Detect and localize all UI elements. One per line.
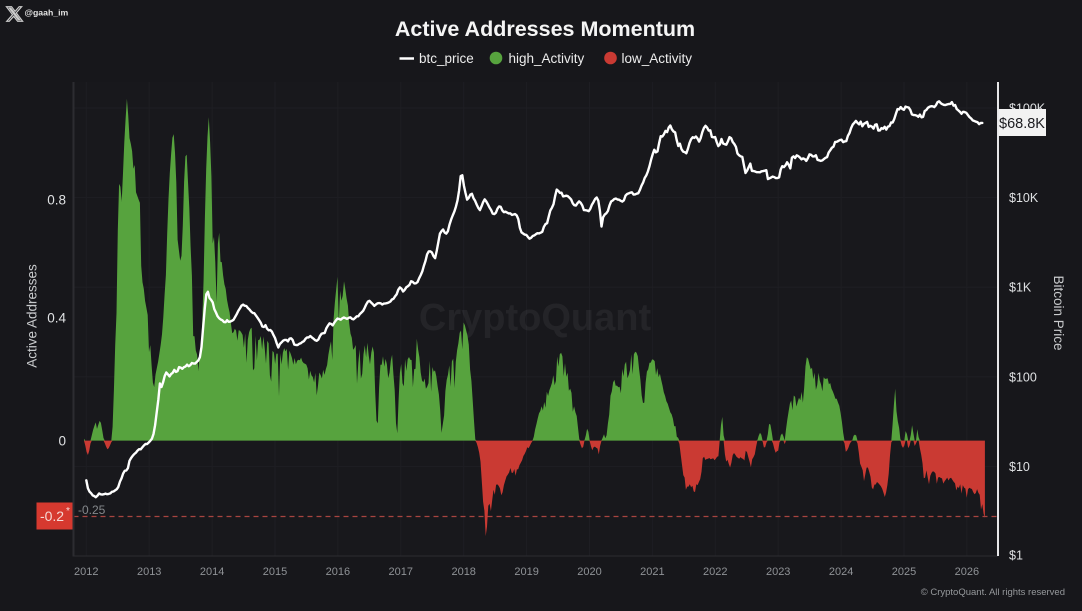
svg-text:-0.25: -0.25 xyxy=(78,503,106,517)
svg-text:CryptoQuant: CryptoQuant xyxy=(419,297,652,339)
svg-text:$10: $10 xyxy=(1009,460,1030,474)
svg-text:2012: 2012 xyxy=(74,566,98,578)
svg-text:© CryptoQuant. All rights rese: © CryptoQuant. All rights reserved xyxy=(921,587,1065,598)
svg-text:high_Activity: high_Activity xyxy=(509,51,585,66)
svg-text:$1: $1 xyxy=(1009,549,1023,563)
svg-text:$10K: $10K xyxy=(1009,191,1039,205)
svg-text:-0.2: -0.2 xyxy=(40,508,64,524)
svg-text:@gaah_im: @gaah_im xyxy=(25,8,69,18)
svg-text:Active Addresses: Active Addresses xyxy=(25,264,40,368)
svg-text:2022: 2022 xyxy=(703,566,727,578)
svg-text:0: 0 xyxy=(58,433,66,448)
svg-text:low_Activity: low_Activity xyxy=(622,51,693,66)
svg-text:$1K: $1K xyxy=(1009,281,1032,295)
svg-text:2023: 2023 xyxy=(766,566,790,578)
svg-text:2014: 2014 xyxy=(200,566,224,578)
svg-text:$100: $100 xyxy=(1009,370,1037,384)
svg-text:2017: 2017 xyxy=(389,566,413,578)
svg-text:Bitcoin Price: Bitcoin Price xyxy=(1051,275,1066,350)
svg-text:btc_price: btc_price xyxy=(419,51,474,66)
svg-text:2019: 2019 xyxy=(514,566,538,578)
svg-text:2025: 2025 xyxy=(892,566,916,578)
svg-text:2016: 2016 xyxy=(326,566,350,578)
svg-text:2026: 2026 xyxy=(955,566,979,578)
svg-text:2018: 2018 xyxy=(451,566,475,578)
svg-text:*: * xyxy=(66,506,70,517)
svg-text:$68.8K: $68.8K xyxy=(999,116,1045,132)
svg-text:0.4: 0.4 xyxy=(47,311,66,326)
svg-text:Active Addresses Momentum: Active Addresses Momentum xyxy=(395,17,695,41)
svg-text:2015: 2015 xyxy=(263,566,287,578)
svg-text:2024: 2024 xyxy=(829,566,853,578)
svg-text:2013: 2013 xyxy=(137,566,161,578)
svg-text:0.8: 0.8 xyxy=(47,192,66,207)
svg-text:2020: 2020 xyxy=(577,566,601,578)
svg-text:2021: 2021 xyxy=(640,566,664,578)
